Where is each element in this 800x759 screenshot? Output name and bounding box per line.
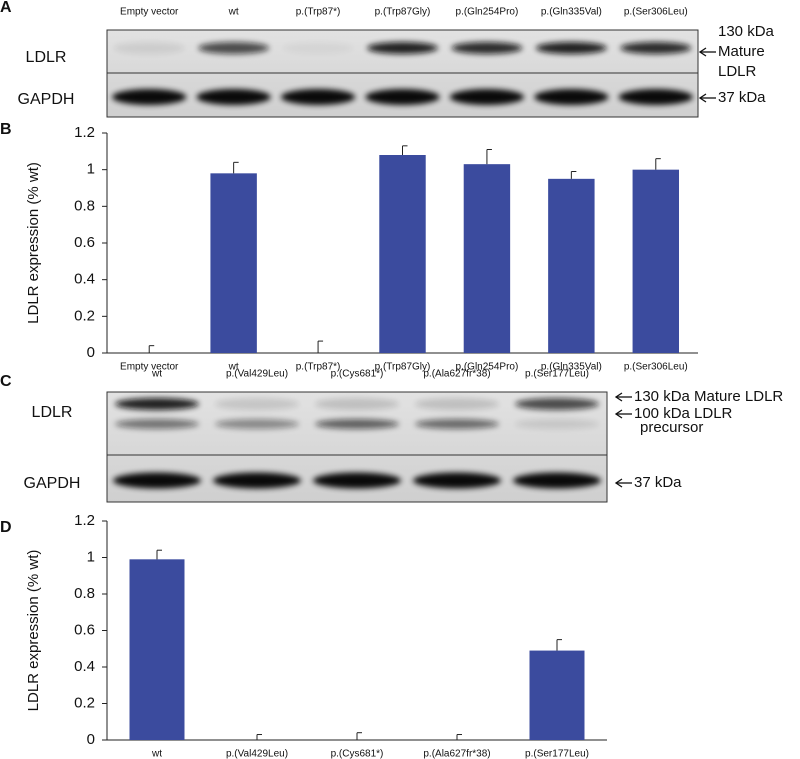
y-tick-label: 0.6 bbox=[74, 234, 95, 251]
band bbox=[315, 419, 399, 429]
band bbox=[112, 89, 187, 105]
lane-label: p.(Trp87*) bbox=[296, 7, 341, 18]
band bbox=[367, 42, 438, 54]
panel-label: C bbox=[0, 373, 12, 390]
arrow-head bbox=[698, 93, 707, 103]
band bbox=[415, 419, 499, 429]
y-tick-label: 0.2 bbox=[74, 694, 95, 711]
arrow-head bbox=[614, 392, 623, 402]
y-tick-label: 0 bbox=[87, 344, 95, 361]
band bbox=[449, 89, 525, 105]
bar bbox=[529, 650, 585, 740]
panel-label: A bbox=[0, 0, 12, 16]
x-tick-label: Empty vector bbox=[120, 362, 179, 373]
y-tick-label: 0.4 bbox=[74, 658, 95, 675]
lane-label: p.(Ser306Leu) bbox=[624, 7, 688, 18]
band bbox=[196, 89, 271, 105]
bar bbox=[129, 559, 185, 740]
bar bbox=[379, 155, 426, 353]
x-tick-label: wt bbox=[151, 749, 162, 759]
lane-label: p.(Val429Leu) bbox=[226, 369, 288, 380]
annotation: 100 kDa LDLR bbox=[634, 405, 733, 422]
annotation: precursor bbox=[640, 419, 703, 436]
row-label: GAPDH bbox=[18, 91, 75, 108]
x-tick-label: p.(Ser306Leu) bbox=[624, 362, 688, 373]
lane-label: Empty vector bbox=[120, 7, 179, 18]
y-tick-label: 0.8 bbox=[74, 197, 95, 214]
band bbox=[115, 398, 199, 410]
row-label: LDLR bbox=[32, 404, 73, 421]
lane-label: p.(Cys681*) bbox=[331, 369, 384, 380]
x-tick-label: wt bbox=[228, 362, 239, 373]
band bbox=[113, 42, 185, 54]
band bbox=[115, 419, 199, 429]
band bbox=[515, 419, 599, 429]
band bbox=[513, 472, 601, 489]
x-tick-label: p.(Trp87*) bbox=[296, 362, 341, 373]
band bbox=[620, 42, 692, 54]
band bbox=[313, 472, 401, 489]
band bbox=[515, 398, 599, 410]
bar bbox=[210, 173, 257, 353]
y-tick-label: 1.2 bbox=[74, 512, 95, 529]
band bbox=[415, 398, 499, 410]
lane-label: wt bbox=[151, 369, 162, 380]
band bbox=[282, 42, 354, 54]
x-tick-label: p.(Gln254Pro) bbox=[456, 362, 519, 373]
panel-label: B bbox=[0, 121, 12, 138]
band bbox=[198, 42, 270, 54]
annotation: 130 kDa bbox=[718, 23, 775, 40]
band bbox=[451, 42, 523, 54]
band bbox=[413, 472, 501, 489]
annotation: 37 kDa bbox=[634, 474, 682, 491]
band bbox=[534, 89, 609, 105]
y-tick-label: 0 bbox=[87, 731, 95, 748]
band bbox=[535, 42, 607, 54]
y-axis-label: LDLR expression (% wt) bbox=[25, 550, 42, 712]
band bbox=[113, 472, 201, 489]
arrow-head bbox=[614, 478, 623, 488]
annotation: Mature bbox=[718, 43, 765, 60]
lane-label: p.(Ser177Leu) bbox=[525, 369, 589, 380]
annotation: 37 kDa bbox=[718, 89, 766, 106]
bar bbox=[548, 178, 595, 353]
y-tick-label: 1 bbox=[87, 548, 95, 565]
arrow-head bbox=[614, 409, 623, 419]
band bbox=[280, 89, 356, 105]
band bbox=[215, 419, 299, 429]
arrow-head bbox=[698, 47, 707, 57]
lane-label: wt bbox=[228, 7, 239, 18]
band bbox=[213, 472, 301, 489]
y-tick-label: 0.4 bbox=[74, 271, 95, 288]
lane-label: p.(Gln335Val) bbox=[541, 7, 602, 18]
band bbox=[215, 398, 299, 410]
row-label: GAPDH bbox=[24, 475, 81, 492]
lane-label: p.(Ala627fr*38) bbox=[423, 369, 490, 380]
band bbox=[618, 89, 693, 105]
x-tick-label: p.(Cys681*) bbox=[331, 749, 384, 759]
x-tick-label: p.(Ser177Leu) bbox=[525, 749, 589, 759]
x-tick-label: p.(Val429Leu) bbox=[226, 749, 288, 759]
band bbox=[365, 89, 440, 105]
x-tick-label: p.(Gln335Val) bbox=[541, 362, 602, 373]
y-tick-label: 1.2 bbox=[74, 124, 95, 141]
lane-label: p.(Trp87Gly) bbox=[375, 7, 431, 18]
y-tick-label: 0.2 bbox=[74, 307, 95, 324]
band bbox=[315, 398, 399, 410]
bar bbox=[463, 164, 511, 353]
y-tick-label: 1 bbox=[87, 161, 95, 178]
row-label: LDLR bbox=[26, 49, 67, 66]
y-tick-label: 0.6 bbox=[74, 621, 95, 638]
y-axis-label: LDLR expression (% wt) bbox=[25, 162, 42, 324]
x-tick-label: p.(Trp87Gly) bbox=[375, 362, 431, 373]
annotation: 130 kDa Mature LDLR bbox=[634, 388, 783, 405]
annotation: LDLR bbox=[718, 63, 757, 80]
panel-label: D bbox=[0, 519, 12, 536]
x-tick-label: p.(Ala627fr*38) bbox=[423, 749, 490, 759]
lane-label: p.(Gln254Pro) bbox=[456, 7, 519, 18]
y-tick-label: 0.8 bbox=[74, 585, 95, 602]
bar bbox=[632, 169, 680, 353]
